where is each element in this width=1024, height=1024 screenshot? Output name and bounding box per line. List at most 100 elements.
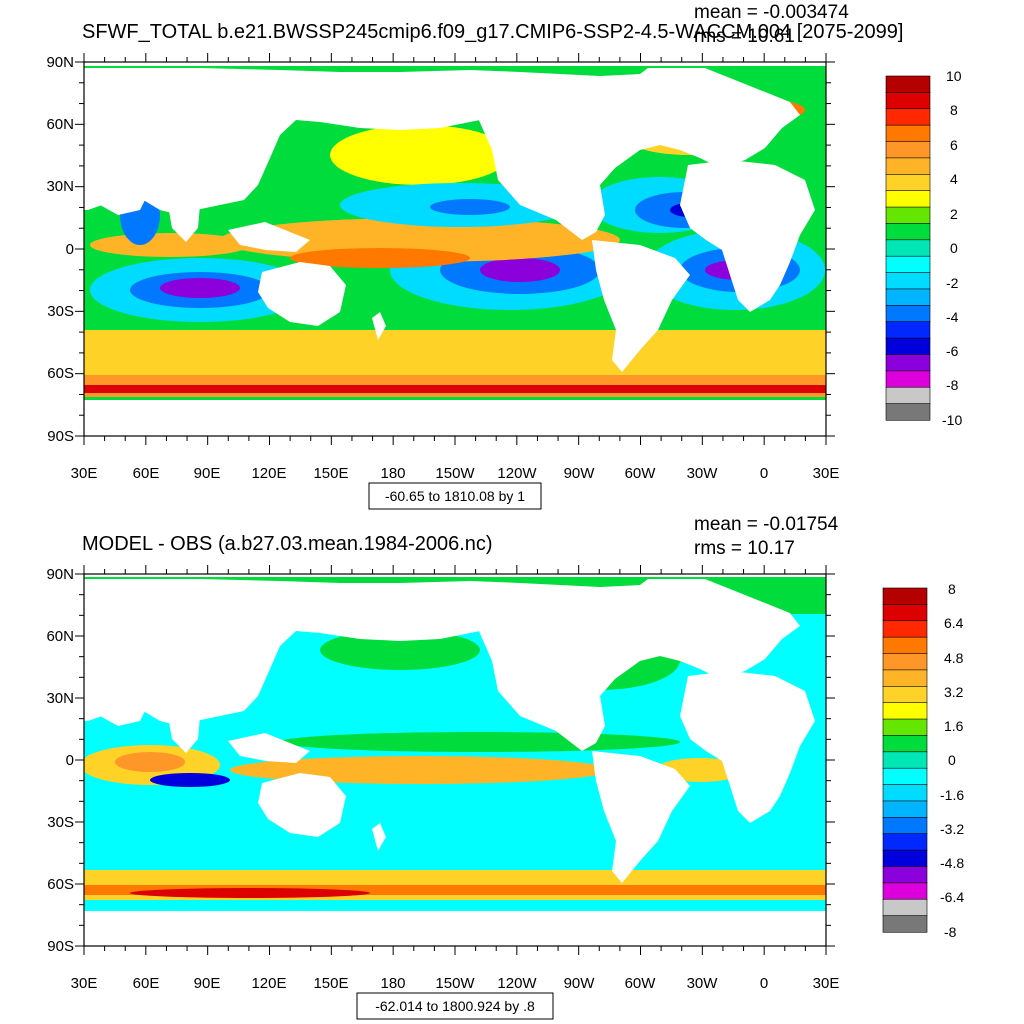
lon-label: 60W: [625, 465, 657, 482]
colorbar-swatch: [882, 620, 928, 638]
rms-label: rms = 10.17: [694, 538, 795, 559]
lat-label: 60N: [46, 628, 74, 645]
colorbar-swatch: [885, 255, 931, 274]
lon-label: 150E: [313, 975, 348, 992]
range-box: -60.65 to 1810.08 by 1: [368, 482, 542, 510]
colorbar-swatch: [882, 915, 928, 933]
colorbar-label: -2: [946, 275, 959, 291]
panel-bottom: MODEL - OBS (a.b27.03.mean.1984-2006.nc)…: [46, 514, 964, 1020]
colorbar-swatch: [882, 849, 928, 868]
lon-label: 60E: [133, 465, 160, 482]
colorbar-swatch: [885, 288, 931, 306]
panel-top: SFWF_TOTAL b.e21.BWSSP245cmip6.f09_g17.C…: [46, 2, 962, 510]
lat-label: 60N: [46, 116, 74, 133]
colorbar-label: -4.8: [940, 855, 964, 871]
lon-label: 90W: [564, 465, 596, 482]
lon-label: 0: [760, 465, 768, 482]
colorbar-swatch: [885, 108, 931, 126]
colorbar-swatch: [882, 587, 928, 605]
lat-label: 90N: [46, 566, 74, 583]
colorbar-label: 0: [950, 240, 958, 256]
colorbar-swatch: [885, 141, 931, 159]
colorbar-label: -4: [946, 309, 959, 325]
lat-labels: 90N 60N 30N 0 30S 60S 90S: [46, 54, 74, 445]
lon-label: 30E: [813, 975, 840, 992]
colorbar-label: 10: [946, 68, 962, 84]
colorbar-swatch: [885, 173, 931, 192]
lon-label: 180: [380, 465, 405, 482]
colorbar-swatch: [885, 354, 931, 372]
colorbar-swatch: [885, 321, 931, 339]
lat-label: 0: [66, 241, 74, 258]
colorbar-swatch: [882, 636, 928, 655]
colorbar-label: 8: [948, 581, 956, 597]
lat-label: 60S: [47, 876, 74, 893]
rms-label: rms = 10.61: [694, 26, 795, 47]
lat-label: 90S: [47, 938, 74, 955]
lon-label: 120E: [251, 465, 286, 482]
colorbar-swatch: [885, 223, 931, 241]
lon-label: 90E: [194, 465, 221, 482]
colorbar-label: 4.8: [944, 650, 964, 666]
colorbar-swatch: [882, 669, 928, 687]
mean-label: mean = -0.003474: [694, 2, 849, 23]
colorbar-swatch: [885, 75, 931, 93]
colorbar-swatch: [885, 190, 931, 208]
colorbar-swatch: [885, 403, 931, 421]
lat-label: 60S: [47, 365, 74, 382]
colorbar-label: 6: [950, 137, 958, 153]
colorbar-swatch: [882, 898, 928, 917]
lat-label: 90N: [46, 54, 74, 71]
colorbar-label: -6.4: [940, 889, 964, 905]
colorbar-label: 4: [950, 171, 958, 187]
colorbar-swatch: [885, 370, 931, 388]
lon-label: 150E: [313, 465, 348, 482]
range-label: -60.65 to 1810.08 by 1: [385, 488, 525, 504]
map-field: [84, 574, 826, 946]
lat-label: 30S: [47, 303, 74, 320]
lat-label: 30S: [47, 814, 74, 831]
range-label: -62.014 to 1800.924 by .8: [375, 998, 535, 1014]
colorbar-swatch: [885, 92, 931, 110]
lon-label: 120W: [497, 465, 537, 482]
colorbar-label: 1.6: [944, 718, 964, 734]
mean-label: mean = -0.01754: [694, 514, 839, 535]
lon-label: 150W: [435, 975, 475, 992]
colorbar-swatch: [885, 157, 931, 175]
colorbar-swatch: [882, 767, 928, 786]
lat-label: 30N: [46, 690, 74, 707]
lon-label: 90E: [194, 975, 221, 992]
lon-label: 150W: [435, 465, 475, 482]
colorbar-swatch: [882, 718, 928, 737]
lon-label: 90W: [564, 975, 596, 992]
colorbar-swatch: [882, 784, 928, 802]
colorbar-label: -3.2: [940, 821, 964, 837]
map-field: [84, 62, 826, 436]
colorbar-swatch: [882, 685, 928, 704]
colorbar-swatch: [885, 305, 931, 323]
colorbar-swatch: [882, 833, 928, 851]
colorbar-swatch: [882, 702, 928, 720]
axis-ticks: [75, 53, 835, 445]
colorbar-label: -6: [946, 343, 959, 359]
lon-label: 60E: [133, 975, 160, 992]
lon-label: 30W: [687, 465, 719, 482]
lon-label: 30E: [71, 975, 98, 992]
colorbar-swatch: [882, 866, 928, 884]
colorbar-label: -8: [944, 924, 957, 940]
colorbar-labels: 10 8 6 4 2 0 -2 -4 -6 -8 -10: [942, 68, 962, 428]
lon-label: 180: [380, 975, 405, 992]
lon-labels: 30E 60E 90E 120E 150E 180 150W 120W 90W …: [71, 465, 840, 482]
axis-ticks: [75, 565, 835, 955]
colorbar-swatch: [885, 206, 931, 225]
colorbar-swatch: [882, 751, 928, 769]
colorbar-swatch: [882, 882, 928, 900]
colorbar-label: 0: [948, 752, 956, 768]
colorbar-swatch: [882, 604, 928, 622]
lon-label: 120W: [497, 975, 537, 992]
lat-label: 0: [66, 752, 74, 769]
colorbar-label: -10: [942, 412, 962, 428]
colorbar-swatch: [882, 817, 928, 835]
colorbar-label: 6.4: [944, 615, 964, 631]
